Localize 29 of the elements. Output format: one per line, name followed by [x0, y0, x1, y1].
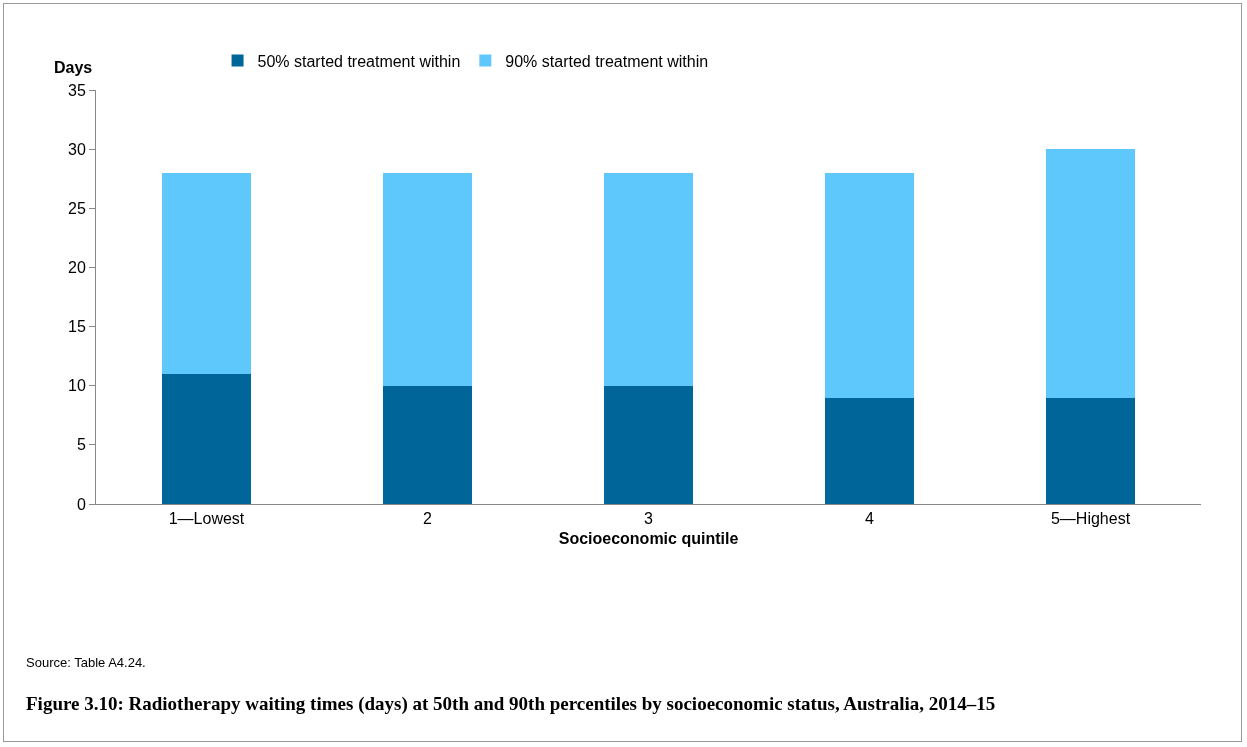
bar [383, 385, 472, 504]
bar [604, 385, 693, 504]
legend-label: 90% started treatment within [505, 52, 709, 70]
bar [162, 172, 251, 374]
x-tick-label: 5—Highest [1050, 510, 1131, 528]
y-tick-label: 5 [76, 436, 86, 454]
bar [604, 172, 693, 386]
y-tick-label: 15 [68, 318, 86, 336]
x-tick-label: 3 [644, 510, 654, 528]
y-tick-label: 35 [68, 81, 86, 99]
x-tick-label: 4 [865, 510, 875, 528]
x-tick-label: 2 [423, 510, 433, 528]
bar [825, 172, 914, 398]
x-axis-title: Socioeconomic quintile [558, 529, 739, 547]
y-tick-label: 20 [68, 259, 86, 277]
y-axis-title: Days [54, 59, 93, 76]
source-note: Source: Table A4.24. [26, 655, 146, 670]
bar [383, 172, 472, 386]
bar [162, 373, 251, 504]
y-tick-label: 10 [68, 377, 86, 395]
y-tick-label: 30 [68, 140, 86, 158]
legend-label: 50% started treatment within [257, 52, 461, 70]
text: Figure 3.10: Radiotherapy waiting times (days) at 50th and 90th percentiles by socioeconomic status, Australia, 2014–15 [26, 692, 997, 715]
y-tick-label: 0 [76, 495, 86, 513]
bar [825, 397, 914, 504]
x-tick-label: 1—Lowest [168, 510, 245, 528]
bar [1046, 397, 1135, 504]
bar [1046, 149, 1135, 398]
y-tick-label: 25 [68, 199, 86, 217]
